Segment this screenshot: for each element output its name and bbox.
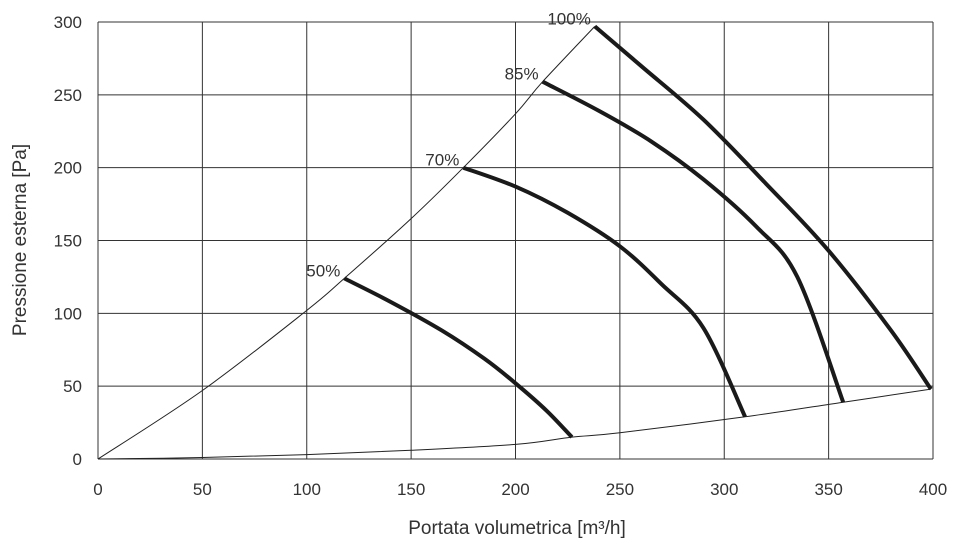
envelope-upper-curve (97, 26, 596, 460)
x-tick-label: 400 (919, 480, 947, 499)
x-tick-label: 50 (193, 480, 212, 499)
y-tick-label: 50 (63, 377, 82, 396)
series-line-50 (343, 276, 574, 439)
series-line-70 (462, 165, 747, 418)
y-tick-label: 250 (54, 86, 82, 105)
series-label-70: 70% (425, 151, 459, 170)
series-lines (343, 24, 933, 439)
series-label-50: 50% (306, 261, 340, 280)
y-axis-label: Pressione esterna [Pa] (10, 144, 31, 336)
x-tick-label: 350 (814, 480, 842, 499)
series-line-85 (541, 79, 846, 403)
curve-labels: 50% 70% 85% 100% (306, 9, 591, 280)
envelope-curves (97, 26, 931, 460)
y-tick-label: 150 (54, 232, 82, 251)
y-tick-label: 200 (54, 159, 82, 178)
x-tick-label: 250 (606, 480, 634, 499)
x-tick-label: 200 (501, 480, 529, 499)
x-tick-label: 0 (93, 480, 102, 499)
tick-labels: 0 50 100 150 200 250 300 350 400 0 50 100 150 200 250 3… (54, 13, 948, 499)
x-tick-label: 300 (710, 480, 738, 499)
y-tick-label: 100 (54, 304, 82, 323)
x-tick-label: 150 (397, 480, 425, 499)
series-label-100: 100% (547, 9, 590, 28)
envelope-lower-curve (97, 388, 931, 460)
series-line-100 (593, 24, 933, 391)
y-tick-label: 300 (54, 13, 82, 32)
series-label-85: 85% (505, 65, 539, 84)
x-axis-label: Portata volumetrica [m³/h] (408, 518, 626, 539)
grid (97, 21, 934, 460)
y-tick-label: 0 (73, 450, 82, 469)
x-tick-label: 100 (293, 480, 321, 499)
